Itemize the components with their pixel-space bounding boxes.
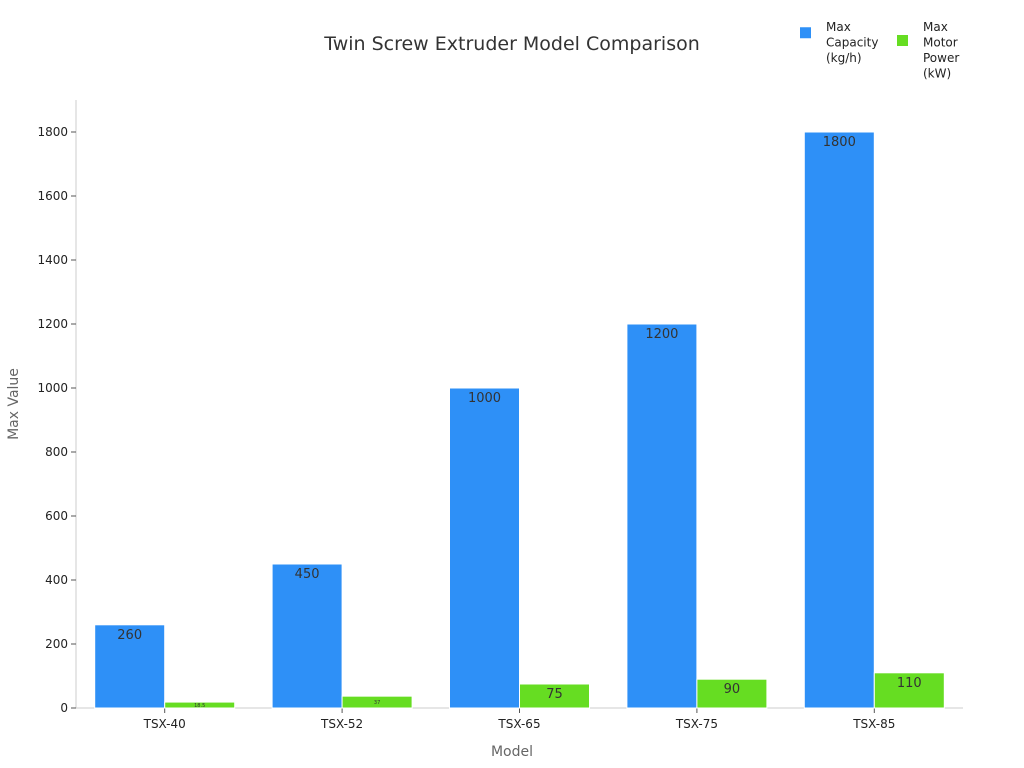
legend-label: Max Motor Power (kW) — [923, 20, 959, 81]
y-tick-label: 600 — [45, 509, 68, 523]
data-label: 90 — [724, 682, 741, 697]
x-tick-label: TSX-75 — [675, 717, 718, 731]
bar — [164, 701, 236, 709]
data-label: 1200 — [645, 327, 678, 342]
y-tick-label: 800 — [45, 445, 68, 459]
y-tick-label: 1400 — [37, 253, 68, 267]
y-tick-label: 1800 — [37, 125, 68, 139]
data-label: 37 — [374, 700, 380, 706]
x-axis-label: Model — [491, 744, 533, 760]
x-tick-label: TSX-52 — [320, 717, 363, 731]
y-tick-label: 1600 — [37, 189, 68, 203]
bar — [696, 678, 768, 709]
chart-title: Twin Screw Extruder Model Comparison — [323, 33, 700, 55]
legend-swatch — [800, 27, 811, 39]
y-axis: 0 200 400 600 800 1000 1200 1400 1600 1800 — [37, 100, 77, 715]
data-label: 260 — [117, 628, 142, 643]
legend-label: Max Capacity (kg/h) — [826, 20, 878, 65]
data-label: 1800 — [823, 135, 856, 150]
x-tick-label: TSX-65 — [497, 717, 540, 731]
bar — [873, 672, 945, 709]
data-label: 1000 — [468, 391, 501, 406]
x-axis: TSX-40 TSX-52 TSX-65 TSX-75 TSX-85 — [76, 707, 963, 731]
bar — [341, 695, 413, 709]
bar — [519, 683, 590, 709]
y-axis-label: Max Value — [6, 368, 22, 440]
legend: Max Capacity (kg/h) Max Motor Power (kW) — [800, 20, 959, 81]
x-tick-label: TSX-40 — [143, 717, 186, 731]
data-label: 110 — [897, 676, 922, 691]
x-tick-label: TSX-85 — [852, 717, 895, 731]
data-label: 75 — [546, 687, 563, 702]
bar — [449, 387, 520, 709]
y-tick-label: 1000 — [37, 381, 68, 395]
bar — [626, 323, 698, 709]
y-tick-label: 200 — [45, 637, 68, 651]
y-tick-label: 1200 — [37, 317, 68, 331]
data-label: 18.5 — [194, 703, 205, 709]
data-label: 450 — [295, 567, 320, 582]
bar — [94, 624, 166, 709]
legend-swatch — [897, 35, 908, 46]
y-tick-label: 400 — [45, 573, 68, 587]
bars-layer: 260 18.5 450 37 1000 75 1200 90 1800 110 — [94, 131, 945, 709]
bar — [803, 131, 875, 709]
bar — [271, 563, 343, 709]
y-tick-label: 0 — [60, 701, 68, 715]
